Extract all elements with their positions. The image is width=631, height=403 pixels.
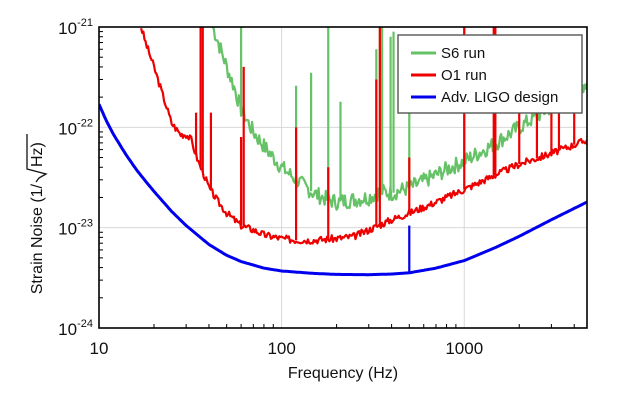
y-axis-title-prefix: Strain Noise (1/ [29, 183, 46, 294]
y-axis-title: Strain Noise (1/ Hz) [26, 134, 48, 294]
x-tick-label: 1000 [445, 339, 483, 358]
y-tick-label: 10-23 [58, 218, 93, 239]
series-line [140, 27, 587, 245]
y-axis-title-suffix: ) [29, 142, 46, 147]
plot-area [99, 27, 587, 277]
tick-labels: 10 100 1000 10-21 10-22 10-23 10-24 [58, 17, 483, 358]
x-axis-title: Frequency (Hz) [288, 365, 398, 382]
legend-entry: S6 run [411, 45, 485, 62]
x-tick-label: 10 [90, 339, 109, 358]
legend: S6 run O1 run Adv. LIGO design [397, 34, 583, 114]
series-adv-ligo-design [99, 103, 587, 277]
series-line [99, 103, 587, 277]
legend-entry: O1 run [411, 67, 487, 84]
legend-label: S6 run [441, 45, 485, 62]
legend-label: O1 run [441, 67, 487, 84]
y-tick-label: 10-22 [58, 117, 93, 138]
svg-text:Hz): Hz) [29, 142, 46, 167]
legend-label: Adv. LIGO design [441, 89, 558, 106]
legend-entry: Adv. LIGO design [411, 89, 558, 106]
plot-frame [98, 26, 588, 329]
y-tick-label: 10-24 [58, 318, 93, 339]
series-line [211, 27, 587, 211]
axis-ticks [99, 31, 575, 328]
x-tick-label: 100 [267, 339, 295, 358]
y-axis-title-radicand: Hz [29, 147, 46, 167]
sqrt-symbol [26, 134, 48, 183]
svg-text:Strain Noise (1/: Strain Noise (1/ [29, 183, 46, 294]
y-tick-label: 10-21 [58, 17, 93, 38]
